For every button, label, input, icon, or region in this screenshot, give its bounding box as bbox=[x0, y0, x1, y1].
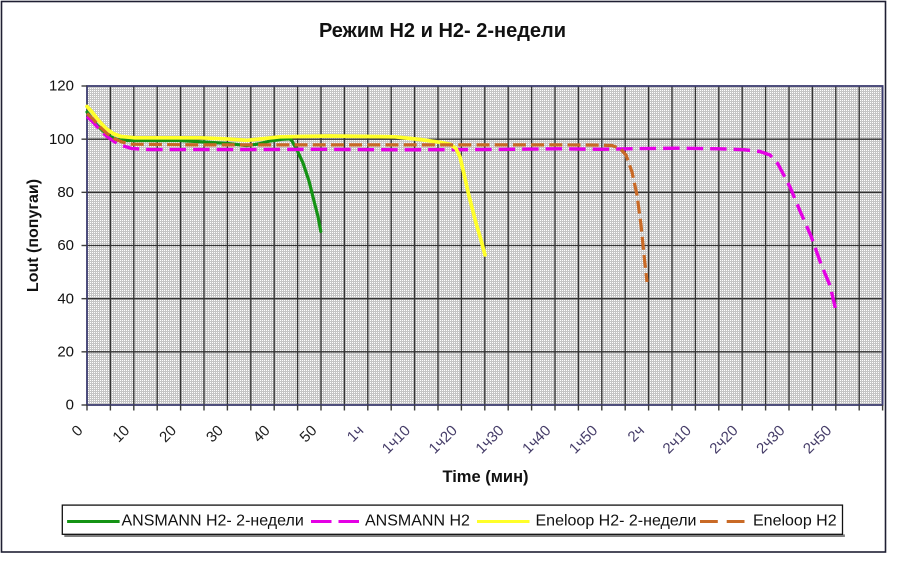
svg-text:Lout (попугаи): Lout (попугаи) bbox=[25, 179, 42, 292]
svg-text:20: 20 bbox=[57, 343, 74, 360]
svg-text:Eneloop H2- 2-недели: Eneloop H2- 2-недели bbox=[536, 513, 697, 530]
svg-text:ANSMANN H2: ANSMANN H2 bbox=[365, 513, 470, 530]
svg-text:0: 0 bbox=[66, 397, 74, 414]
svg-text:Eneloop H2: Eneloop H2 bbox=[753, 513, 837, 530]
svg-text:ANSMANN H2- 2-недели: ANSMANN H2- 2-недели bbox=[122, 513, 304, 530]
svg-text:60: 60 bbox=[57, 237, 74, 254]
svg-text:120: 120 bbox=[49, 78, 74, 95]
svg-text:80: 80 bbox=[57, 184, 74, 201]
svg-text:Режим Н2 и Н2- 2-недели: Режим Н2 и Н2- 2-недели bbox=[319, 20, 566, 42]
svg-text:40: 40 bbox=[57, 290, 74, 307]
svg-text:100: 100 bbox=[49, 131, 74, 148]
svg-text:Time (мин): Time (мин) bbox=[442, 468, 528, 486]
